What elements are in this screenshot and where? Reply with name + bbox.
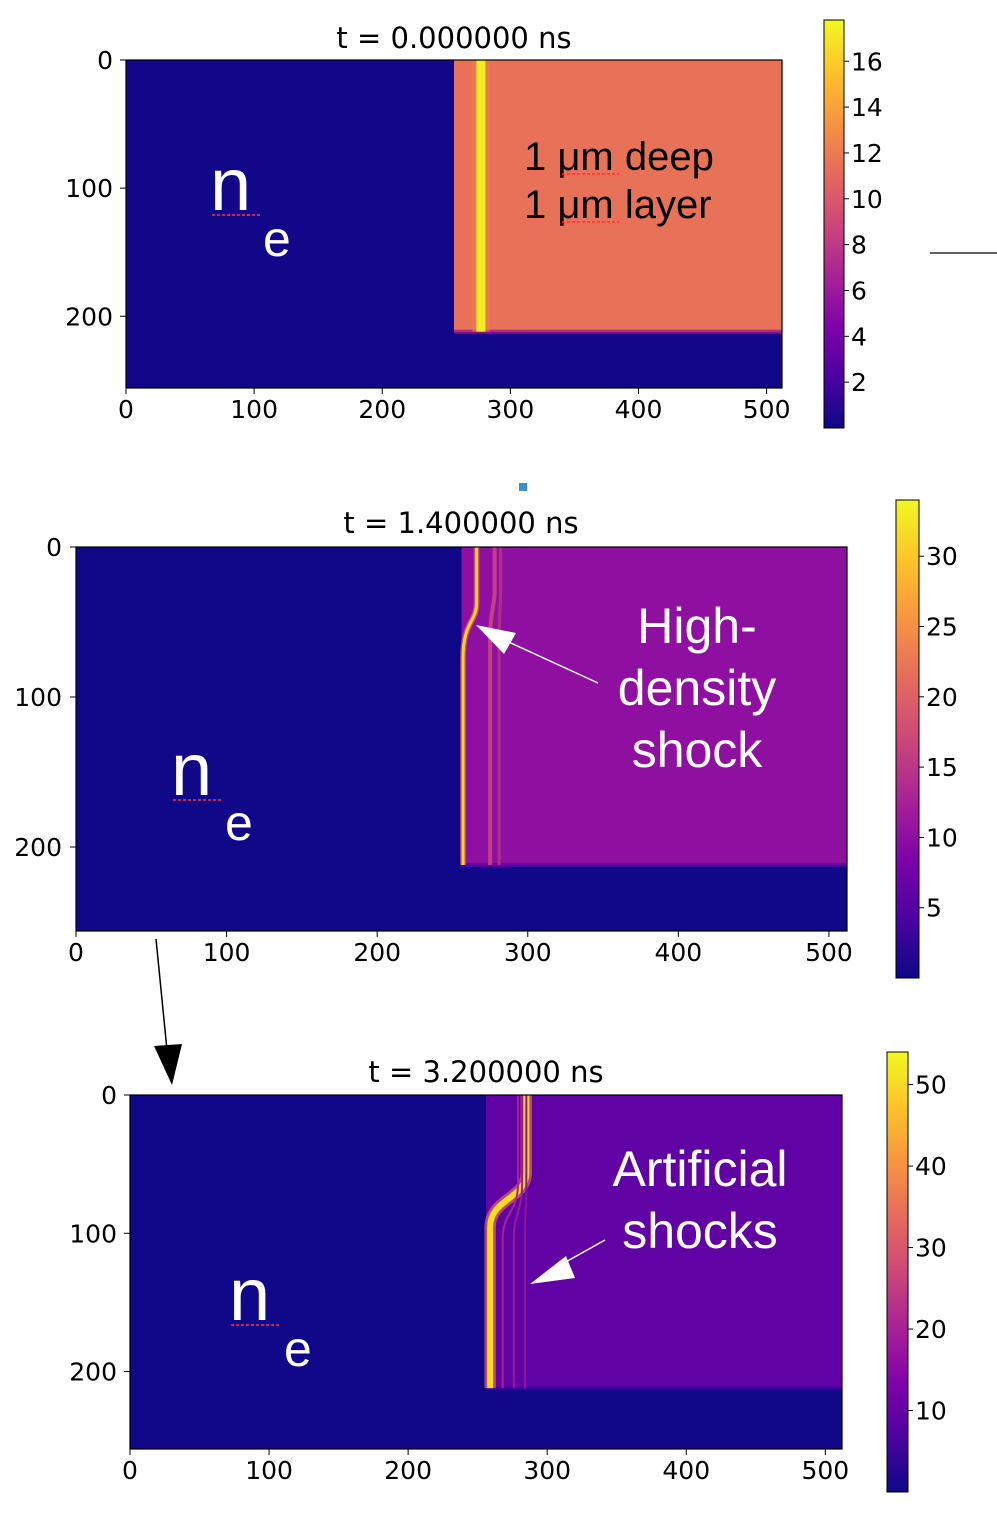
panel-2-plot: 0 100 200 300 400 500 0 100 200 [14, 533, 853, 967]
heatmap-layer-region [486, 1095, 842, 1389]
heatmap-layer-region [454, 60, 782, 332]
heatmap-layer-edge [454, 329, 782, 334]
panel-3-annotation-line-2: shocks [622, 1203, 778, 1259]
heatmap-layer-region [461, 547, 847, 865]
panel-2-annotation-line-1: High- [637, 598, 756, 654]
x-tick-label: 100 [245, 1456, 293, 1485]
panel-2-annotation-line-3: shock [632, 722, 764, 778]
x-tick-label: 0 [68, 938, 84, 967]
colorbar-tick-label: 14 [851, 93, 883, 122]
shock-front-1 [488, 547, 497, 865]
panel-1-title: t = 0.000000 ns [336, 21, 571, 55]
x-tick-label: 400 [662, 1456, 710, 1485]
x-tick-label: 200 [384, 1456, 432, 1485]
colorbar-tick-label: 20 [926, 683, 958, 712]
panel-3-plot: 0 100 200 300 400 500 0 100 200 [69, 1081, 849, 1485]
x-tick-label: 300 [504, 938, 552, 967]
colorbar-tick-label: 12 [851, 139, 883, 168]
y-tick-label: 0 [101, 1081, 117, 1110]
y-tick-label: 100 [69, 1219, 117, 1248]
stray-marker [519, 483, 527, 491]
colorbar-tick-label: 30 [926, 542, 958, 571]
panel-3-annotation-arrow [530, 1239, 606, 1284]
panel-1-annotation-line-1: 1 μm deep [524, 135, 714, 179]
panel-1-annotation-line-2: 1 μm layer [524, 183, 712, 227]
panel-2-quantity-subscript: e [225, 795, 253, 851]
panel-3-colorbar: 10 20 30 40 50 [886, 1051, 947, 1493]
colorbar-tick-label: 25 [926, 613, 958, 642]
panel-1-quantity-subscript: e [263, 211, 291, 267]
x-tick-label: 500 [801, 1456, 849, 1485]
x-tick-label: 100 [203, 938, 251, 967]
plot-frame [125, 59, 783, 389]
colorbar-tick-label: 5 [926, 894, 942, 923]
x-tick-label: 0 [122, 1456, 138, 1485]
y-tick-label: 100 [65, 174, 113, 203]
connector-arrow [154, 938, 182, 1085]
x-tick-label: 0 [118, 395, 134, 424]
y-tick-label: 200 [65, 302, 113, 331]
x-tick-label: 500 [743, 395, 791, 424]
panel-3-annotation-line-1: Artificial [612, 1141, 787, 1197]
x-tick-label: 200 [358, 395, 406, 424]
y-tick-label: 0 [46, 533, 62, 562]
colorbar-gradient [895, 499, 920, 979]
panel-3-quantity-label: n [229, 1253, 270, 1336]
shock-front-1 [501, 1095, 519, 1389]
colorbar-tick-label: 6 [851, 276, 867, 305]
colorbar-gradient [886, 1051, 909, 1493]
y-tick-label: 200 [69, 1358, 117, 1387]
panel-2-colorbar: 5 10 15 20 25 30 [895, 499, 958, 979]
panel-2: t = 1.400000 ns 0 100 200 300 400 5000100200 … [14, 499, 958, 979]
plot-frame [75, 546, 848, 932]
x-tick-label: 300 [487, 395, 535, 424]
panel-2-annotation-arrow [476, 625, 599, 684]
panel-2-title: t = 1.400000 ns [343, 506, 578, 540]
colorbar-gradient [823, 19, 845, 429]
panel-2-quantity-label: n [171, 728, 212, 811]
shock-front-3 [523, 1095, 528, 1389]
x-tick-label: 400 [615, 395, 663, 424]
panel-3-title: t = 3.200000 ns [368, 1055, 603, 1089]
y-tick-label: 0 [97, 46, 113, 75]
colorbar-tick-label: 15 [926, 753, 958, 782]
panel-1-quantity-label: n [210, 143, 251, 226]
colorbar-tick-label: 10 [915, 1397, 947, 1426]
x-tick-label: 300 [523, 1456, 571, 1485]
shock-front-2 [512, 1095, 524, 1389]
heatmap-layer-edge [461, 863, 847, 867]
x-tick-label: 100 [230, 395, 278, 424]
colorbar-tick-label: 40 [915, 1152, 947, 1181]
shock-front-2 [497, 547, 503, 865]
panel-1-colorbar: 2 4 6 8 10 12 14 16 [823, 19, 883, 429]
colorbar-tick-label: 20 [915, 1315, 947, 1344]
colorbar-tick-label: 50 [915, 1071, 947, 1100]
shock-front-0 [461, 547, 479, 865]
panel-3: t = 3.200000 ns 0 100 200 300 400 5000100200 … [69, 1051, 947, 1493]
x-tick-label: 200 [353, 938, 401, 967]
plot-frame [129, 1094, 843, 1450]
x-tick-label: 500 [805, 938, 853, 967]
colorbar-tick-label: 16 [851, 47, 883, 76]
colorbar-tick-label: 4 [851, 322, 867, 351]
colorbar-tick-label: 30 [915, 1234, 947, 1263]
panel-3-quantity-subscript: e [284, 1321, 312, 1377]
y-tick-label: 200 [14, 833, 62, 862]
colorbar-tick-label: 10 [851, 185, 883, 214]
colorbar-tick-label: 8 [851, 231, 867, 260]
panel-1: t = 0.000000 ns 0 100 200 300 400 5000100200 … [65, 19, 997, 429]
panel-2-annotation-line-2: density [618, 660, 776, 716]
x-tick-label: 400 [654, 938, 702, 967]
panel-1-plot: 0 100 200 300 400 500 0 100 200 [65, 46, 790, 424]
colorbar-tick-label: 2 [851, 368, 867, 397]
y-tick-label: 100 [14, 683, 62, 712]
heatmap-layer-edge [486, 1386, 842, 1391]
colorbar-tick-label: 10 [926, 823, 958, 852]
